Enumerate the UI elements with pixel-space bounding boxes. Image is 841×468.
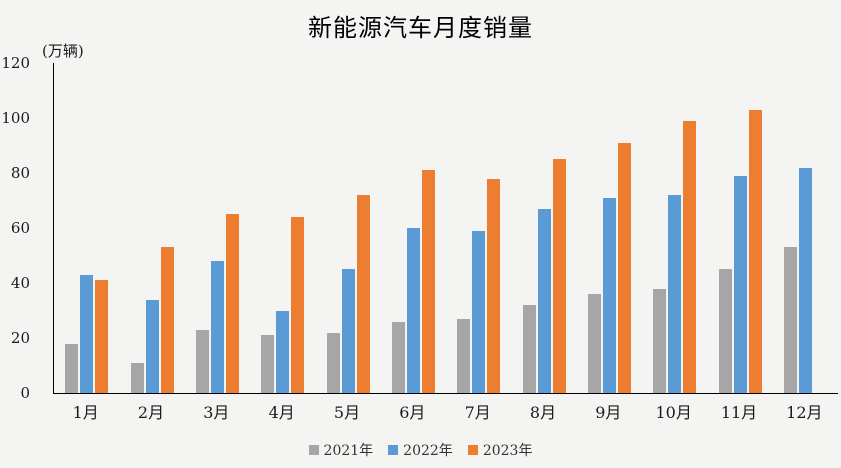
bar-2023年-8月 xyxy=(552,159,566,393)
bar-2021年-9月 xyxy=(587,294,601,393)
y-tick-label: 60 xyxy=(10,219,30,237)
y-tick-label: 0 xyxy=(20,384,30,402)
legend-swatch-icon xyxy=(388,445,399,455)
x-tick-label: 8月 xyxy=(529,403,557,422)
x-tick-label: 3月 xyxy=(203,403,230,422)
bar-2021年-5月 xyxy=(326,332,340,393)
bar-2023年-2月 xyxy=(160,247,174,393)
x-tick-label: 4月 xyxy=(268,403,295,422)
x-tick-label: 11月 xyxy=(720,403,758,422)
x-tick-label: 10月 xyxy=(655,403,692,422)
legend-swatch-icon xyxy=(308,445,319,455)
bar-2023年-3月 xyxy=(225,214,239,393)
legend-item-2023年: 2023年 xyxy=(467,440,533,460)
x-tick-label: 9月 xyxy=(595,403,622,422)
bar-2021年-12月 xyxy=(783,247,797,393)
legend-label: 2021年 xyxy=(323,443,374,459)
bar-2023年-11月 xyxy=(748,109,762,393)
bar-2022年-10月 xyxy=(668,195,682,393)
legend-item-2021年: 2021年 xyxy=(308,440,374,460)
bar-2021年-10月 xyxy=(653,288,667,393)
bar-2023年-5月 xyxy=(356,195,370,393)
y-tick-label: 40 xyxy=(10,274,30,292)
x-tick-label: 7月 xyxy=(464,403,491,422)
bar-2022年-6月 xyxy=(406,228,420,393)
x-tick-label: 5月 xyxy=(333,403,361,422)
x-tick-label: 12月 xyxy=(786,403,823,422)
chart-title: 新能源汽车月度销量 xyxy=(308,14,533,42)
x-tick-label: 6月 xyxy=(399,403,426,422)
bar-2022年-4月 xyxy=(276,310,290,393)
bar-2023年-1月 xyxy=(95,280,109,393)
bar-2021年-7月 xyxy=(457,318,471,393)
legend-label: 2022年 xyxy=(403,443,453,459)
y-tick-label: 20 xyxy=(10,329,30,347)
bar-2021年-3月 xyxy=(195,329,209,393)
legend-label: 2023年 xyxy=(482,443,533,459)
y-axis: 0 20 40 60 80 100 120 xyxy=(0,0,30,468)
bar-2023年-6月 xyxy=(421,170,435,393)
x-tick-label: 2月 xyxy=(137,403,165,422)
bar-2022年-11月 xyxy=(733,175,747,393)
bar-2021年-2月 xyxy=(130,362,144,393)
bar-2022年-5月 xyxy=(341,269,355,393)
bar-2022年-7月 xyxy=(472,230,486,393)
y-axis-unit-label: (万辆) xyxy=(42,42,84,60)
bar-2021年-11月 xyxy=(718,269,732,393)
y-tick-label: 80 xyxy=(10,164,30,182)
bar-2023年-10月 xyxy=(683,120,697,393)
bar-2023年-4月 xyxy=(291,217,305,393)
plot-area xyxy=(53,63,838,394)
bar-2022年-9月 xyxy=(602,197,616,393)
bar-2023年-9月 xyxy=(617,142,631,393)
bar-2022年-8月 xyxy=(537,208,551,393)
bar-2023年-7月 xyxy=(487,178,501,393)
bar-2021年-4月 xyxy=(261,335,275,393)
bar-2022年-3月 xyxy=(210,261,224,393)
y-tick-label: 100 xyxy=(1,109,30,127)
legend: 2021年 2022年 2023年 xyxy=(0,440,841,460)
x-tick-label: 1月 xyxy=(72,403,99,422)
legend-swatch-icon xyxy=(467,445,478,455)
bar-2021年-8月 xyxy=(522,305,536,393)
bar-2021年-1月 xyxy=(65,343,79,393)
bar-2022年-1月 xyxy=(80,274,94,393)
bar-2022年-2月 xyxy=(145,299,159,393)
y-tick-label: 120 xyxy=(1,54,30,72)
bar-2022年-12月 xyxy=(798,167,812,393)
legend-item-2022年: 2022年 xyxy=(388,440,453,460)
bar-2021年-6月 xyxy=(391,321,405,393)
